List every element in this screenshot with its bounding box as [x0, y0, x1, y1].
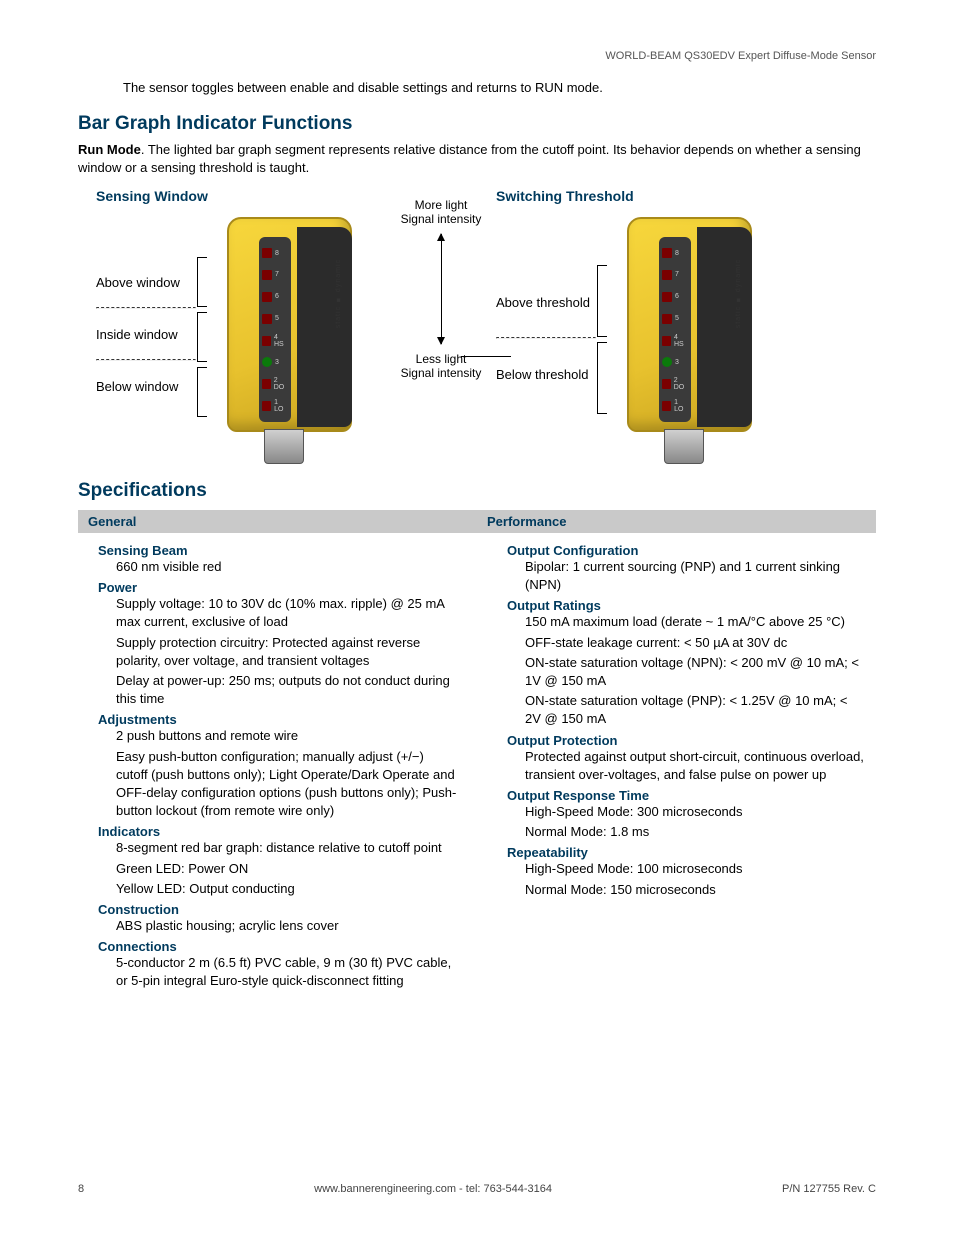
run-mode-paragraph: Run Mode. The lighted bar graph segment … — [78, 141, 876, 176]
spec-label: Output Response Time — [507, 788, 866, 803]
label-below-threshold: Below threshold — [496, 339, 601, 409]
section-specifications-title: Specifications — [78, 480, 876, 502]
spec-line: Delay at power-up: 250 ms; outputs do no… — [116, 672, 457, 708]
footer-page-number: 8 — [78, 1183, 84, 1195]
diagram-switching-threshold: Switching Threshold Above threshold Belo… — [496, 188, 876, 462]
spec-line: 2 push buttons and remote wire — [116, 727, 457, 745]
spec-line: Yellow LED: Output conducting — [116, 880, 457, 898]
run-mode-bold: Run Mode — [78, 142, 141, 157]
range-brackets — [197, 257, 211, 422]
spec-line: High-Speed Mode: 100 microseconds — [525, 860, 866, 878]
spec-item: Output Ratings150 mA maximum load (derat… — [507, 598, 866, 728]
sensor-side-label: static ■ dynamic — [335, 259, 342, 328]
diagram-title-right: Switching Threshold — [496, 188, 876, 204]
spec-item: RepeatabilityHigh-Speed Mode: 100 micros… — [507, 845, 866, 898]
spec-body: Protected against output short-circuit, … — [525, 748, 866, 784]
spec-line: High-Speed Mode: 300 microseconds — [525, 803, 866, 821]
arrow-bot-1: Less light — [396, 352, 486, 366]
spec-body: 2 push buttons and remote wire Easy push-… — [116, 727, 457, 820]
spec-header-row: General Performance — [78, 510, 876, 533]
spec-item: Connections5-conductor 2 m (6.5 ft) PVC … — [98, 939, 457, 990]
spec-body: 8-segment red bar graph: distance relati… — [116, 839, 457, 898]
spec-line: Supply protection circuitry: Protected a… — [116, 634, 457, 670]
left-labels: Above window Inside window Below window — [96, 212, 201, 411]
diagrams-row: Sensing Window Above window Inside windo… — [96, 188, 876, 462]
spec-label: Sensing Beam — [98, 543, 457, 558]
spec-line: ABS plastic housing; acrylic lens cover — [116, 917, 457, 935]
spec-body: ABS plastic housing; acrylic lens cover — [116, 917, 457, 935]
spec-columns: Sensing Beam660 nm visible redPowerSuppl… — [78, 543, 876, 994]
spec-label: Output Configuration — [507, 543, 866, 558]
header-product: WORLD-BEAM QS30EDV Expert Diffuse-Mode S… — [605, 50, 876, 62]
spec-line: Supply voltage: 10 to 30V dc (10% max. r… — [116, 595, 457, 631]
footer-center: www.bannerengineering.com - tel: 763-544… — [314, 1183, 552, 1195]
spec-line: OFF-state leakage current: < 50 µA at 30… — [525, 634, 866, 652]
spec-body: High-Speed Mode: 100 microseconds Normal … — [525, 860, 866, 898]
spec-item: ConstructionABS plastic housing; acrylic… — [98, 902, 457, 935]
spec-line: Bipolar: 1 current sourcing (PNP) and 1 … — [525, 558, 866, 594]
arrow-top-1: More light — [396, 198, 486, 212]
spec-body: High-Speed Mode: 300 microseconds Normal … — [525, 803, 866, 841]
diagram-sensing-window: Sensing Window Above window Inside windo… — [96, 188, 476, 462]
arrow-top-2: Signal intensity — [396, 212, 486, 226]
spec-label: Construction — [98, 902, 457, 917]
spec-body: Supply voltage: 10 to 30V dc (10% max. r… — [116, 595, 457, 708]
sensor-side-label: static ■ dynamic — [735, 259, 742, 328]
spec-col-general: Sensing Beam660 nm visible redPowerSuppl… — [78, 543, 467, 994]
spec-label: Power — [98, 580, 457, 595]
spec-item: Sensing Beam660 nm visible red — [98, 543, 457, 576]
page-footer: 8 www.bannerengineering.com - tel: 763-5… — [78, 1183, 876, 1195]
spec-label: Output Protection — [507, 733, 866, 748]
spec-item: PowerSupply voltage: 10 to 30V dc (10% m… — [98, 580, 457, 708]
spec-line: 5-conductor 2 m (6.5 ft) PVC cable, 9 m … — [116, 954, 457, 990]
spec-body: 150 mA maximum load (derate ~ 1 mA/°C ab… — [525, 613, 866, 728]
label-above-window: Above window — [96, 257, 201, 307]
label-above-threshold: Above threshold — [496, 267, 601, 337]
label-below-window: Below window — [96, 361, 201, 411]
bar-graph-panel: 8 7 6 5 4 HS 3 2 DO 1 LO — [659, 237, 691, 422]
spec-label: Adjustments — [98, 712, 457, 727]
spec-item: Output ConfigurationBipolar: 1 current s… — [507, 543, 866, 594]
spec-item: Adjustments2 push buttons and remote wir… — [98, 712, 457, 820]
spec-line: Green LED: Power ON — [116, 860, 457, 878]
bar-graph-panel: 8 7 6 5 4 HS 3 2 DO 1 LO — [259, 237, 291, 422]
spec-line: ON-state saturation voltage (PNP): < 1.2… — [525, 692, 866, 728]
footer-right: P/N 127755 Rev. C — [782, 1183, 876, 1195]
spec-col-performance: Output ConfigurationBipolar: 1 current s… — [487, 543, 876, 994]
spec-item: Indicators8-segment red bar graph: dista… — [98, 824, 457, 898]
arrow-bot-2: Signal intensity — [396, 366, 486, 380]
sensor-illustration-left: static ■ dynamic 8 7 6 5 4 HS 3 2 DO 1 L… — [209, 212, 354, 462]
spec-line: Normal Mode: 1.8 ms — [525, 823, 866, 841]
spec-body: Bipolar: 1 current sourcing (PNP) and 1 … — [525, 558, 866, 594]
spec-item: Output Response TimeHigh-Speed Mode: 300… — [507, 788, 866, 841]
spec-header-general: General — [78, 510, 477, 533]
spec-line: 8-segment red bar graph: distance relati… — [116, 839, 457, 857]
signal-intensity-arrow: More light Signal intensity Less light S… — [396, 198, 486, 380]
intro-text: The sensor toggles between enable and di… — [123, 80, 876, 95]
spec-label: Connections — [98, 939, 457, 954]
spec-header-performance: Performance — [477, 510, 876, 533]
spec-item: Output ProtectionProtected against outpu… — [507, 733, 866, 784]
spec-line: Normal Mode: 150 microseconds — [525, 881, 866, 899]
spec-line: ON-state saturation voltage (NPN): < 200… — [525, 654, 866, 690]
spec-line: Easy push-button configuration; manually… — [116, 748, 457, 821]
spec-line: 660 nm visible red — [116, 558, 457, 576]
sensor-illustration-right: static ■ dynamic 8 7 6 5 4 HS 3 2 DO 1 L… — [609, 212, 754, 462]
run-mode-text: . The lighted bar graph segment represen… — [78, 142, 861, 175]
spec-body: 5-conductor 2 m (6.5 ft) PVC cable, 9 m … — [116, 954, 457, 990]
spec-label: Output Ratings — [507, 598, 866, 613]
spec-label: Indicators — [98, 824, 457, 839]
right-labels: Above threshold Below threshold — [496, 212, 601, 409]
section-bar-graph-title: Bar Graph Indicator Functions — [78, 113, 876, 135]
label-inside-window: Inside window — [96, 309, 201, 359]
spec-line: Protected against output short-circuit, … — [525, 748, 866, 784]
spec-line: 150 mA maximum load (derate ~ 1 mA/°C ab… — [525, 613, 866, 631]
range-brackets — [597, 257, 611, 422]
spec-body: 660 nm visible red — [116, 558, 457, 576]
spec-label: Repeatability — [507, 845, 866, 860]
